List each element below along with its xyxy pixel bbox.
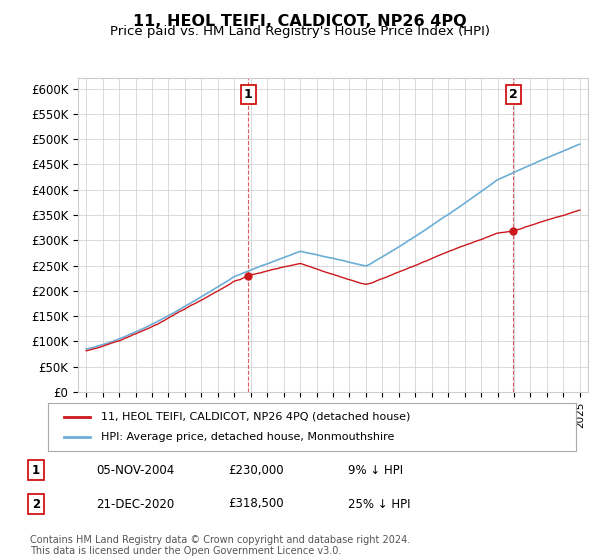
- Text: 1: 1: [32, 464, 40, 477]
- Text: 05-NOV-2004: 05-NOV-2004: [96, 464, 174, 477]
- Text: 21-DEC-2020: 21-DEC-2020: [96, 497, 174, 511]
- Text: Contains HM Land Registry data © Crown copyright and database right 2024.
This d: Contains HM Land Registry data © Crown c…: [30, 535, 410, 557]
- Text: £230,000: £230,000: [228, 464, 284, 477]
- Text: £318,500: £318,500: [228, 497, 284, 511]
- Text: 2: 2: [32, 497, 40, 511]
- Text: 2: 2: [509, 88, 518, 101]
- Text: 11, HEOL TEIFI, CALDICOT, NP26 4PQ: 11, HEOL TEIFI, CALDICOT, NP26 4PQ: [133, 14, 467, 29]
- Text: 1: 1: [244, 88, 253, 101]
- Text: 11, HEOL TEIFI, CALDICOT, NP26 4PQ (detached house): 11, HEOL TEIFI, CALDICOT, NP26 4PQ (deta…: [101, 412, 410, 422]
- Text: Price paid vs. HM Land Registry's House Price Index (HPI): Price paid vs. HM Land Registry's House …: [110, 25, 490, 38]
- Text: 9% ↓ HPI: 9% ↓ HPI: [348, 464, 403, 477]
- Text: 25% ↓ HPI: 25% ↓ HPI: [348, 497, 410, 511]
- Text: HPI: Average price, detached house, Monmouthshire: HPI: Average price, detached house, Monm…: [101, 432, 394, 442]
